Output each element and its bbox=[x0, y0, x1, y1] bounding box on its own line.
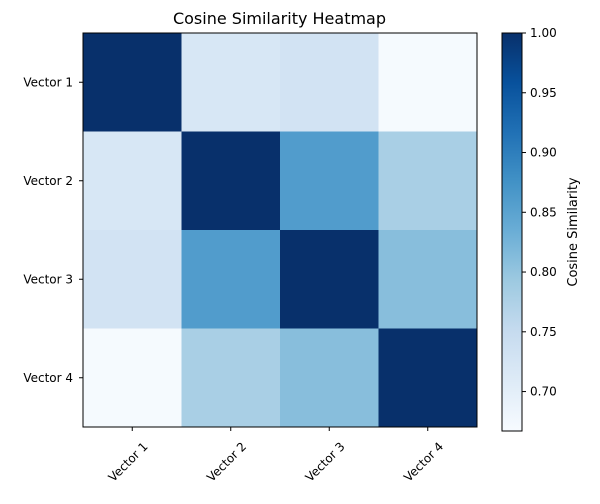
colorbar-label: Cosine Similarity bbox=[566, 177, 581, 287]
heatmap-cell bbox=[83, 33, 182, 132]
colorbar-tick-label: 0.80 bbox=[530, 265, 557, 279]
heatmap-cell bbox=[280, 230, 379, 329]
x-axis: Vector 1 Vector 2 Vector 3 Vector 4 bbox=[106, 427, 446, 484]
colorbar-tick-label: 0.75 bbox=[530, 325, 557, 339]
x-tick-label: Vector 2 bbox=[204, 439, 249, 484]
heatmap-cell bbox=[181, 131, 281, 231]
colorbar bbox=[501, 32, 523, 432]
y-tick-label: Vector 1 bbox=[23, 75, 73, 89]
y-tick-label: Vector 4 bbox=[23, 371, 73, 385]
heatmap-cell bbox=[83, 328, 182, 428]
heatmap-cell bbox=[280, 131, 379, 231]
colorbar-tick-label: 1.00 bbox=[530, 26, 557, 40]
heatmap-cell bbox=[181, 33, 281, 132]
heatmap-cell bbox=[378, 230, 478, 329]
plot-frame bbox=[82, 32, 478, 428]
heatmap-cell bbox=[378, 328, 478, 428]
colorbar-tick-label: 0.95 bbox=[530, 86, 557, 100]
heatmap-cell bbox=[181, 328, 281, 428]
heatmap-cell bbox=[280, 33, 379, 132]
x-tick-label: Vector 3 bbox=[303, 439, 348, 484]
heatmap-cell bbox=[83, 131, 182, 231]
heatmap-cells bbox=[83, 33, 478, 428]
x-tick-label: Vector 4 bbox=[401, 439, 446, 484]
y-tick-label: Vector 2 bbox=[23, 174, 73, 188]
heatmap-cell bbox=[181, 230, 281, 329]
colorbar-tick-label: 0.90 bbox=[530, 146, 557, 160]
colorbar-tick-label: 0.70 bbox=[530, 385, 557, 399]
x-tick-label: Vector 1 bbox=[106, 439, 151, 484]
chart-title: Cosine Similarity Heatmap bbox=[173, 9, 386, 28]
heatmap-cell bbox=[378, 33, 478, 132]
y-axis: Vector 1 Vector 2 Vector 3 Vector 4 bbox=[23, 75, 83, 385]
y-tick-label: Vector 3 bbox=[23, 272, 73, 286]
heatmap-cell bbox=[280, 328, 379, 428]
heatmap-cell bbox=[83, 230, 182, 329]
heatmap-cell bbox=[378, 131, 478, 231]
colorbar-tick-label: 0.85 bbox=[530, 205, 557, 219]
colorbar-ticks: 0.70 0.75 0.80 0.85 0.90 0.95 1.00 bbox=[522, 26, 557, 399]
